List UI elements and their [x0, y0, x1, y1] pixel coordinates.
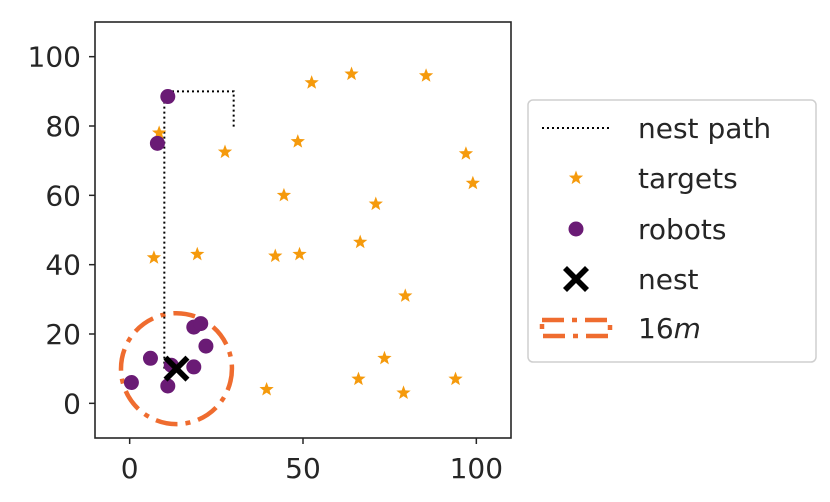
robot-point-8: [123, 375, 139, 391]
plot-area: [118, 66, 480, 427]
target-point-20: [396, 385, 411, 399]
y-tick-label-2: 40: [45, 249, 81, 282]
legend-item-1: targets: [568, 162, 738, 195]
target-point-13: [268, 248, 283, 263]
target-point-19: [259, 381, 274, 396]
legend-item-2: robots: [568, 213, 727, 246]
legend-handle-radius: [539, 317, 613, 339]
target-point-1: [217, 144, 233, 159]
y-tick-label-1: 20: [45, 318, 81, 351]
target-point-4: [418, 68, 434, 82]
target-point-14: [292, 246, 307, 261]
robot-point-1: [149, 135, 165, 151]
legend-label-4: 16m: [638, 312, 701, 345]
axis-ticks: 0 50 100 0 20 40 60 80 100: [28, 41, 504, 485]
y-tick-label-3: 60: [45, 179, 81, 212]
target-point-0: [152, 125, 167, 139]
nest-path-line: [163, 90, 235, 369]
y-tick-label-4: 80: [45, 110, 81, 143]
target-point-16: [377, 350, 392, 365]
y-tick-label-0: 0: [63, 387, 81, 420]
legend-label-0: nest path: [638, 112, 771, 145]
legend: nest path targets robots nest 16m: [527, 99, 817, 363]
target-point-2: [304, 75, 319, 89]
legend-handle-robots: [568, 221, 584, 237]
target-point-9: [368, 196, 383, 211]
target-point-12: [190, 246, 205, 261]
target-point-15: [398, 288, 413, 302]
robot-point-4: [198, 338, 214, 354]
target-point-3: [344, 66, 359, 81]
legend-handle-nest: [563, 266, 589, 292]
legend-handle-targets: [568, 170, 584, 185]
legend-label-unit: m: [674, 312, 701, 345]
target-point-5: [290, 134, 305, 148]
axes-frame: [94, 21, 512, 439]
legend-label-3: nest: [638, 263, 699, 296]
robot-point-7: [186, 359, 202, 375]
robot-point-5: [142, 350, 158, 366]
robot-point-9: [160, 378, 176, 394]
x-tick-label-1: 50: [285, 452, 321, 485]
robot-point-3: [193, 316, 209, 332]
target-point-10: [353, 234, 368, 249]
nest-radius-circle: [118, 310, 235, 427]
robot-point-0: [160, 89, 176, 105]
legend-item-0: nest path: [542, 112, 771, 145]
legend-box: [527, 99, 817, 363]
legend-label-2: robots: [638, 213, 727, 246]
target-point-8: [276, 187, 292, 202]
target-point-18: [448, 371, 463, 386]
nest-marker: [163, 355, 190, 382]
y-tick-label-5: 100: [28, 41, 81, 74]
legend-item-3: nest: [563, 263, 699, 296]
legend-item-4: 16m: [539, 312, 701, 345]
target-point-17: [351, 371, 366, 386]
target-point-11: [146, 250, 162, 264]
legend-label-1: targets: [638, 162, 738, 195]
target-point-7: [465, 175, 480, 190]
target-point-6: [458, 146, 474, 160]
x-tick-label-2: 100: [450, 452, 503, 485]
x-tick-label-0: 0: [121, 452, 139, 485]
